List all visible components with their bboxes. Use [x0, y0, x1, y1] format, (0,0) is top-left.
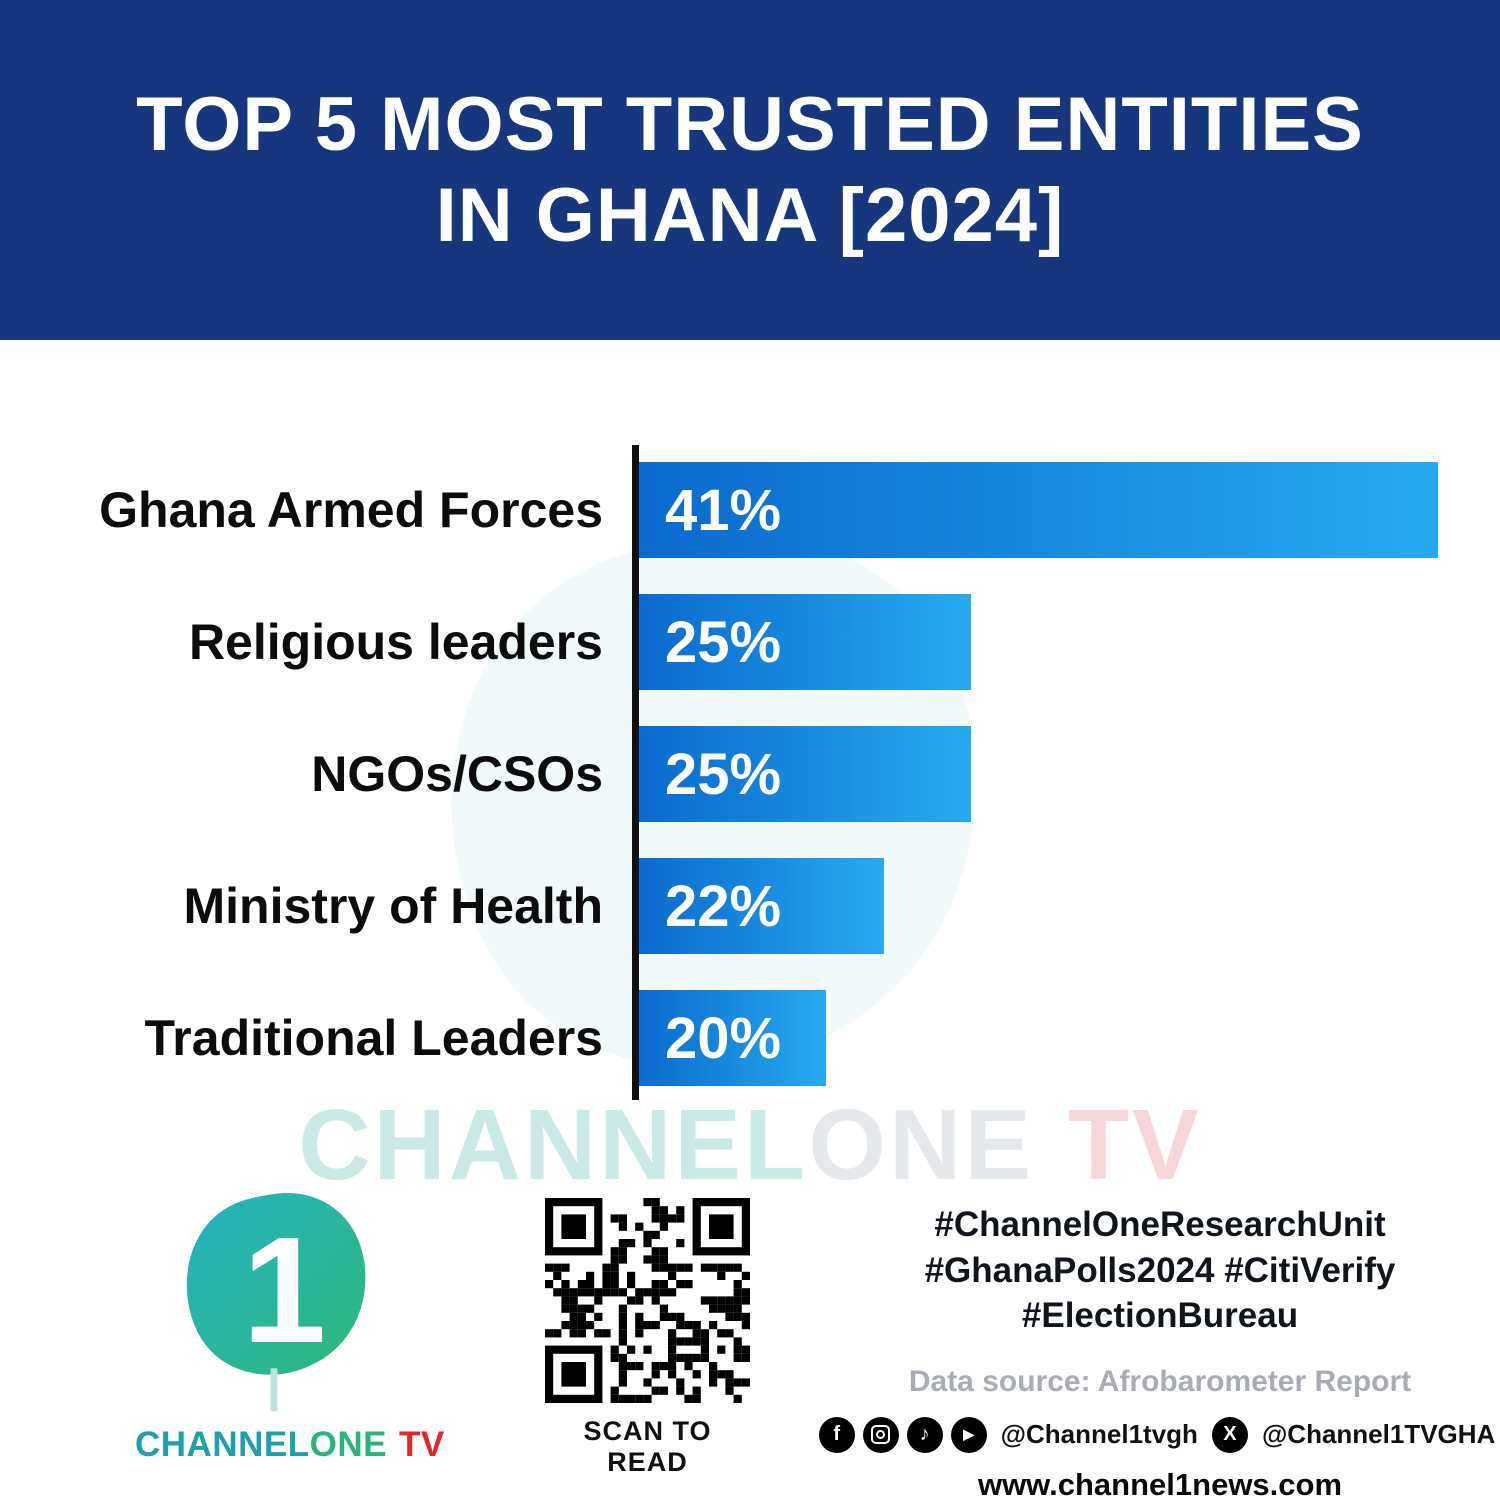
qr-block: SCAN TO READ	[540, 1198, 755, 1478]
bar-chart: Ghana Armed Forces 41% Religious leaders…	[0, 440, 1500, 1100]
category-label: NGOs/CSOs	[311, 746, 603, 802]
qr-code	[545, 1198, 750, 1403]
x-glyph: X	[1223, 1423, 1237, 1445]
bar: 25%	[639, 594, 971, 690]
bar: 20%	[639, 990, 826, 1086]
watermark-channel: CHANNEL	[298, 1089, 809, 1201]
title-line-2: IN GHANA [2024]	[435, 173, 1065, 258]
bar-row: Religious leaders 25%	[0, 594, 1438, 690]
header-banner: TOP 5 MOST TRUSTED ENTITIES IN GHANA [20…	[0, 0, 1500, 340]
bar-value-label: 41%	[665, 477, 782, 543]
logo-wordmark: CHANNELONE TV	[135, 1425, 444, 1465]
channel-one-logo-icon: 1	[186, 1192, 366, 1412]
category-label: Traditional Leaders	[144, 1010, 603, 1066]
handle-channel1tvgha: @Channel1TVGHA	[1261, 1419, 1496, 1449]
hashtag-line: #ElectionBureau	[1021, 1296, 1299, 1335]
bar-value-label: 20%	[665, 1005, 782, 1071]
data-source: Data source: Afrobarometer Report	[908, 1364, 1412, 1398]
bar-value-label: 22%	[665, 873, 782, 939]
chart-axis-line	[632, 445, 639, 1100]
tiktok-icon: ♪	[906, 1416, 943, 1453]
hashtag-line: #ChannelOneResearchUnit	[934, 1205, 1386, 1244]
hashtag-line: #GhanaPolls2024 #CitiVerify	[924, 1250, 1396, 1290]
youtube-icon: ▶	[950, 1416, 987, 1453]
youtube-glyph: ▶	[963, 1426, 975, 1442]
x-icon: X	[1211, 1416, 1248, 1453]
bar-track: 22%	[639, 858, 1438, 954]
bar: 22%	[639, 858, 885, 954]
hashtags: #ChannelOneResearchUnit #GhanaPolls2024 …	[880, 1202, 1440, 1339]
watermark-text: CHANNELONE TV	[0, 1088, 1500, 1203]
bar-track: 20%	[639, 990, 1438, 1086]
page-title: TOP 5 MOST TRUSTED ENTITIES IN GHANA [20…	[136, 79, 1364, 261]
handle-channel1tvgh: @Channel1tvgh	[1000, 1419, 1198, 1449]
category-label: Ghana Armed Forces	[99, 482, 603, 538]
bar-track: 25%	[639, 726, 1438, 822]
bar-value-label: 25%	[665, 609, 782, 675]
logo-word-one: ONE	[309, 1425, 387, 1464]
bar-row: Traditional Leaders 20%	[0, 990, 1438, 1086]
footer-info: #ChannelOneResearchUnit #GhanaPolls2024 …	[818, 1202, 1495, 1500]
watermark-tv: TV	[1067, 1089, 1202, 1201]
logo-word-tv: TV	[398, 1425, 445, 1464]
instagram-icon	[862, 1416, 899, 1453]
bar-row: Ministry of Health 22%	[0, 858, 1438, 954]
bar-row: NGOs/CSOs 25%	[0, 726, 1438, 822]
bar-rows: Ghana Armed Forces 41% Religious leaders…	[0, 462, 1438, 1086]
website: www.channel1news.com	[977, 1466, 1343, 1500]
bar-value-label: 25%	[665, 741, 782, 807]
logo-word-channel: CHANNEL	[135, 1425, 310, 1464]
title-line-1: TOP 5 MOST TRUSTED ENTITIES	[136, 81, 1364, 167]
category-label: Religious leaders	[188, 614, 603, 670]
social-row: f ♪ ▶ @Channel1tvgh X @Channel1TVGHA	[818, 1416, 1495, 1453]
category-label: Ministry of Health	[183, 878, 603, 934]
qr-caption: SCAN TO READ	[583, 1416, 712, 1477]
bar: 25%	[639, 726, 971, 822]
tiktok-glyph: ♪	[919, 1423, 930, 1445]
bar: 41%	[639, 462, 1438, 558]
watermark-one: ONE	[808, 1089, 1034, 1201]
bar-track: 25%	[639, 594, 1438, 690]
channel-one-logo-block: 1 CHANNELONE TV	[135, 1188, 444, 1465]
facebook-icon: f	[818, 1416, 855, 1453]
bar-track: 41%	[639, 462, 1438, 558]
bar-row: Ghana Armed Forces 41%	[0, 462, 1438, 558]
facebook-glyph: f	[833, 1423, 840, 1445]
instagram-glyph	[871, 1425, 891, 1444]
logo-numeral: 1	[242, 1206, 326, 1375]
